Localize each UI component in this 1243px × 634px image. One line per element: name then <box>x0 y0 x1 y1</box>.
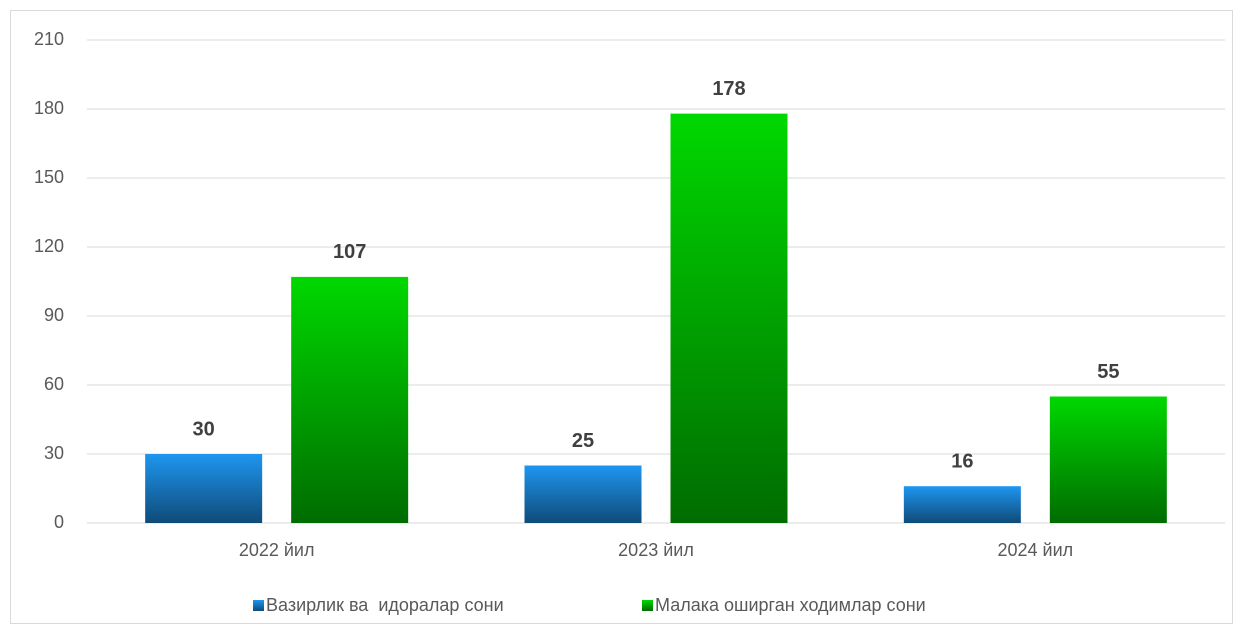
x-tick-label: 2024 йил <box>998 540 1074 560</box>
x-tick-label: 2022 йил <box>239 540 315 560</box>
value-label: 107 <box>333 241 366 263</box>
y-tick-label: 0 <box>54 512 64 532</box>
value-label: 178 <box>712 78 745 100</box>
y-tick-label: 150 <box>34 167 64 187</box>
bar <box>145 454 263 523</box>
value-label: 30 <box>193 418 215 440</box>
bar <box>1049 396 1167 523</box>
y-tick-label: 60 <box>44 374 64 394</box>
legend-swatch <box>253 600 264 611</box>
y-tick-label: 120 <box>34 236 64 256</box>
value-label: 16 <box>951 450 973 472</box>
y-tick-label: 90 <box>44 305 64 325</box>
x-tick-label: 2023 йил <box>618 540 694 560</box>
legend-label: Вазирлик ва идоралар сони <box>266 595 504 615</box>
bar <box>903 486 1021 523</box>
value-label: 25 <box>572 430 594 452</box>
value-label: 55 <box>1097 361 1119 383</box>
legend-swatch <box>642 600 653 611</box>
bar <box>291 276 409 523</box>
bar <box>670 113 788 523</box>
y-tick-label: 30 <box>44 443 64 463</box>
y-tick-label: 210 <box>34 29 64 49</box>
bar <box>524 465 642 523</box>
y-tick-label: 180 <box>34 98 64 118</box>
chart-border <box>10 10 1233 624</box>
legend-label: Малака оширган ходимлар сони <box>655 595 926 615</box>
